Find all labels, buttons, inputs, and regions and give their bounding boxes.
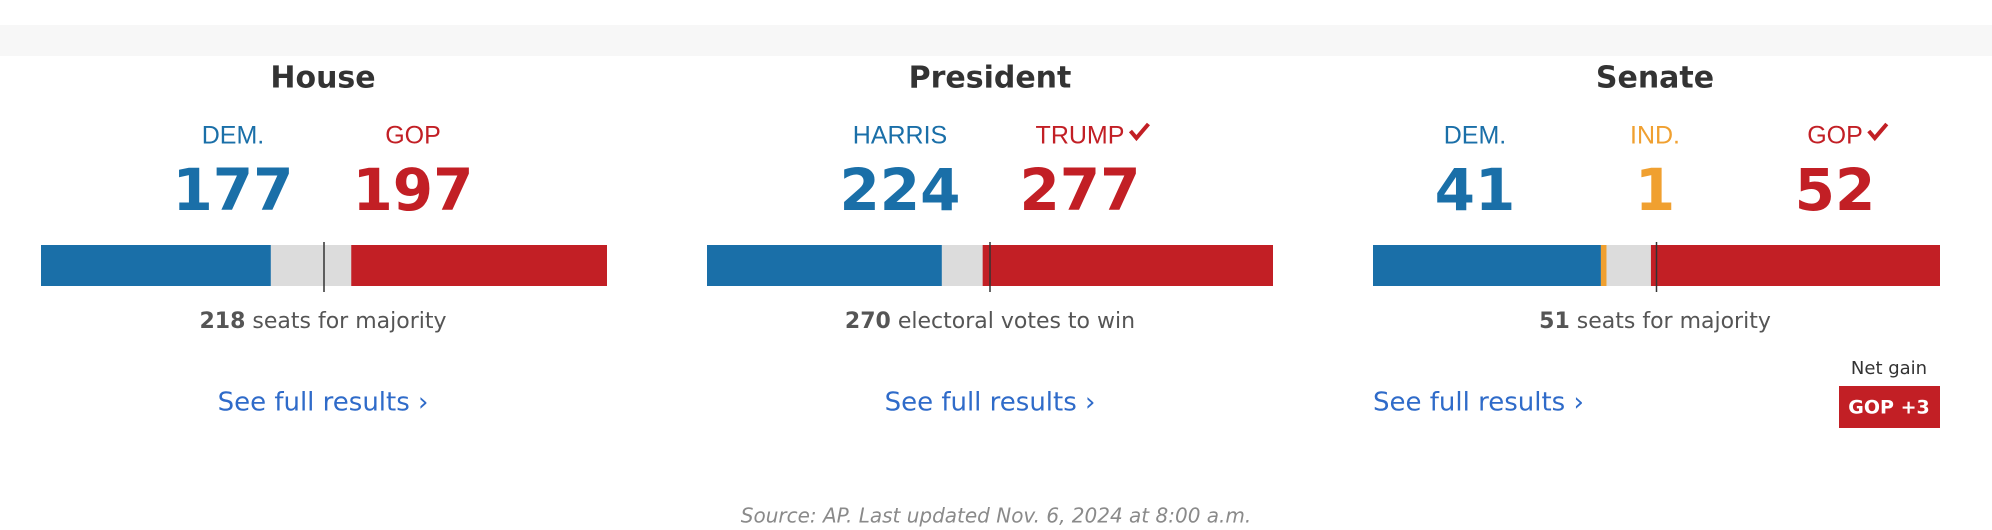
bar-segment xyxy=(1373,245,1601,286)
threshold-label: seats for majority xyxy=(252,309,446,334)
race-title: Senate xyxy=(1596,61,1714,96)
candidate-votes: 224 xyxy=(839,156,960,224)
net-gain-value: GOP +3 xyxy=(1848,397,1929,419)
threshold-value: 51 xyxy=(1539,309,1570,334)
winner-check xyxy=(1128,122,1150,142)
candidate-name: GOP xyxy=(1807,122,1863,150)
bar-segment xyxy=(351,245,607,286)
threshold-text: 270 electoral votes to win xyxy=(845,309,1135,334)
bar-segment xyxy=(707,245,942,286)
full-results-link[interactable]: See full results › xyxy=(1373,388,1584,418)
threshold-value: 218 xyxy=(199,309,245,334)
candidate-votes: 41 xyxy=(1435,156,1516,224)
bar-segment xyxy=(1650,245,1940,286)
candidate-name: GOP xyxy=(385,122,441,150)
source-note: Source: AP. Last updated Nov. 6, 2024 at… xyxy=(741,504,1251,528)
net-gain-box xyxy=(1839,386,1940,428)
candidate-name: IND. xyxy=(1630,122,1680,150)
threshold-text: 51 seats for majority xyxy=(1539,309,1771,334)
race-title: President xyxy=(909,61,1072,96)
full-results-link[interactable]: See full results › xyxy=(218,388,429,418)
threshold-label: electoral votes to win xyxy=(898,309,1135,334)
candidate-name: DEM. xyxy=(202,122,265,150)
candidate-votes: 277 xyxy=(1019,156,1140,224)
full-results-link[interactable]: See full results › xyxy=(885,388,1096,418)
winner-check xyxy=(1867,122,1889,142)
bar-segment xyxy=(41,245,271,286)
candidate-votes: 177 xyxy=(172,156,293,224)
bar-segment xyxy=(982,245,1273,286)
race-title: House xyxy=(270,61,375,96)
bar-segment xyxy=(1600,245,1607,286)
threshold-text: 218 seats for majority xyxy=(199,309,446,334)
net-gain-label: Net gain xyxy=(1851,358,1927,379)
candidate-name: HARRIS xyxy=(853,122,947,150)
top-strip xyxy=(0,0,1992,25)
candidate-votes: 52 xyxy=(1795,156,1876,224)
threshold-value: 270 xyxy=(845,309,891,334)
header-band xyxy=(0,25,1992,56)
candidate-votes: 197 xyxy=(352,156,473,224)
candidate-name: DEM. xyxy=(1444,122,1507,150)
threshold-label: seats for majority xyxy=(1577,309,1771,334)
candidate-votes: 1 xyxy=(1635,156,1675,224)
candidate-name: TRUMP xyxy=(1036,122,1125,150)
